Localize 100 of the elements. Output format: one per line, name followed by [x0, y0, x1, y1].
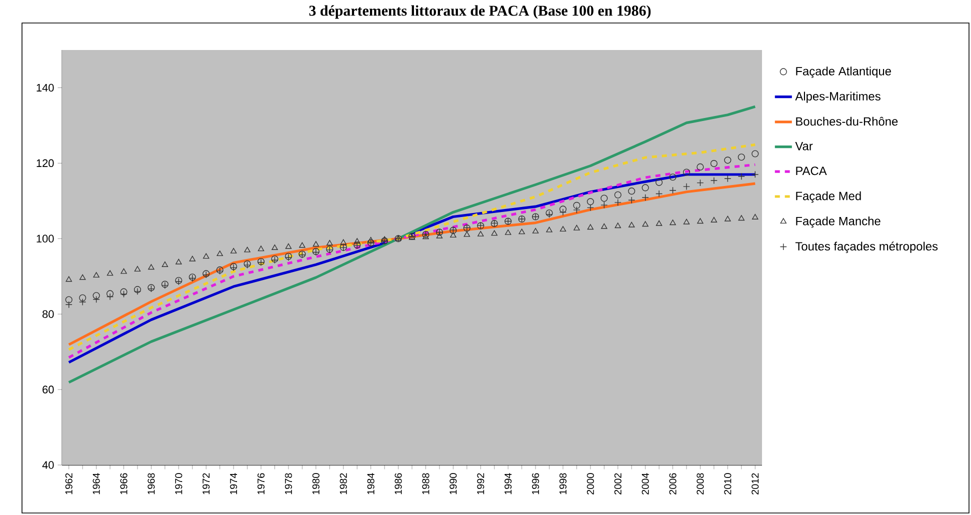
point [189, 256, 196, 262]
x-tick-label: 1994 [504, 473, 512, 494]
point [696, 163, 704, 170]
legend-label: Alpes-Maritimes [795, 92, 880, 103]
point [312, 241, 320, 247]
x-tick-label: 2008 [696, 473, 704, 494]
point [92, 292, 100, 300]
point [628, 188, 636, 195]
legend-label: Façade Atlantique [796, 66, 891, 78]
point [436, 232, 443, 238]
point [573, 206, 580, 214]
point [93, 272, 100, 278]
legend-label: Bouches-du-Rhône [796, 116, 898, 126]
point [216, 250, 223, 256]
x-tick-label: 1984 [367, 473, 374, 494]
y-tick-label: 120 [36, 159, 54, 168]
x-tick-label: 1996 [532, 473, 540, 494]
point [230, 248, 237, 254]
point [368, 236, 374, 242]
point [203, 253, 210, 259]
point [586, 198, 594, 206]
point [560, 226, 566, 232]
point [518, 228, 525, 234]
point [710, 160, 718, 168]
x-tick-label: 2004 [642, 473, 649, 494]
x-tick-label: 1990 [450, 473, 457, 494]
x-tick-label: 2012 [752, 473, 759, 494]
point [614, 191, 622, 198]
point [106, 270, 114, 276]
y-tick-label: 40 [42, 461, 54, 469]
point [752, 214, 758, 220]
point [148, 264, 154, 270]
x-tick-label: 1974 [230, 473, 238, 494]
point [587, 224, 594, 230]
point [600, 194, 608, 202]
point [299, 242, 306, 248]
x-tick-label: 1972 [202, 473, 210, 494]
y-tick-label: 140 [36, 84, 54, 92]
point [285, 243, 292, 249]
point [738, 154, 745, 161]
point [682, 168, 690, 176]
legend-label: Façade Med [796, 191, 861, 203]
chart-title: 3 départements littoraux de PACA (Base 100 en 1986) [309, 5, 651, 19]
x-tick-label: 1986 [394, 473, 402, 494]
point [738, 215, 745, 221]
point [601, 223, 608, 229]
x-tick-label: 1962 [65, 473, 72, 494]
y-tick-label: 80 [42, 310, 54, 318]
legend-label: Var [795, 142, 813, 150]
x-tick-label: 1992 [477, 473, 484, 494]
legend-label: Toutes façades métropoles [795, 242, 938, 253]
x-tick-label: 1978 [284, 473, 292, 494]
point [120, 290, 128, 298]
legend-label: Façade Manche [796, 216, 880, 228]
x-tick-label: 2006 [669, 473, 676, 494]
x-tick-label: 1998 [559, 473, 567, 494]
point [724, 216, 731, 222]
point [656, 178, 663, 186]
point [106, 293, 114, 300]
point [354, 238, 360, 244]
point [710, 216, 718, 222]
point [670, 220, 676, 226]
x-tick-label: 1988 [422, 473, 430, 494]
point [697, 218, 704, 224]
point [79, 274, 86, 280]
point [546, 226, 552, 232]
line-series [68, 105, 756, 384]
point [642, 221, 648, 227]
x-tick-label: 1966 [120, 473, 128, 494]
point [381, 236, 388, 242]
y-tick-label: 100 [36, 234, 54, 243]
x-tick-label: 2000 [586, 473, 594, 494]
point [683, 218, 690, 224]
point [272, 244, 278, 250]
point [65, 296, 72, 304]
point [106, 290, 114, 298]
x-tick-label: 1964 [92, 473, 100, 494]
point [669, 186, 676, 194]
x-tick-label: 1980 [312, 473, 320, 494]
point [258, 246, 264, 252]
point [559, 206, 567, 213]
point [696, 179, 704, 186]
point [162, 262, 168, 267]
point [176, 258, 182, 264]
legend-label: PACA [796, 166, 827, 176]
point [491, 230, 498, 236]
point [669, 174, 676, 181]
point [120, 268, 127, 274]
point [656, 220, 662, 226]
point [724, 156, 732, 164]
point [573, 202, 580, 209]
point [134, 266, 141, 272]
point [752, 150, 759, 158]
point [614, 222, 621, 228]
point [532, 228, 539, 234]
point [504, 229, 512, 235]
point [79, 294, 86, 302]
point [724, 175, 732, 182]
point [120, 288, 128, 296]
point [244, 246, 250, 252]
